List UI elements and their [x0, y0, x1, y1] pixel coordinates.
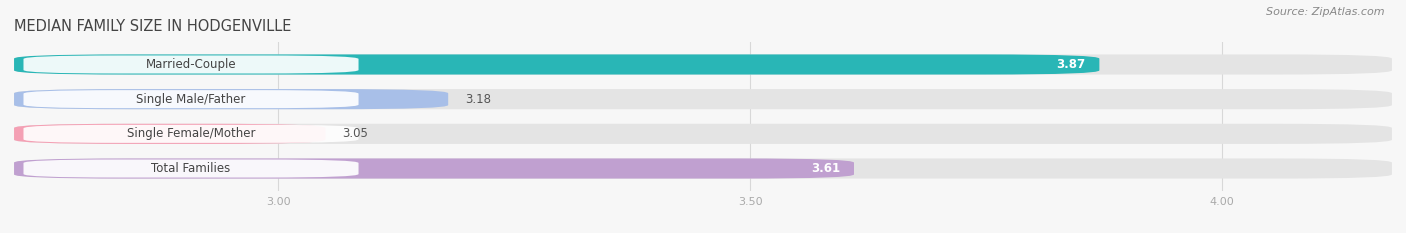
FancyBboxPatch shape	[24, 55, 359, 73]
FancyBboxPatch shape	[14, 89, 1392, 109]
FancyBboxPatch shape	[14, 158, 1392, 178]
Text: Single Female/Mother: Single Female/Mother	[127, 127, 256, 140]
FancyBboxPatch shape	[14, 55, 1099, 75]
FancyBboxPatch shape	[24, 160, 359, 178]
FancyBboxPatch shape	[14, 89, 449, 109]
FancyBboxPatch shape	[14, 55, 1392, 75]
FancyBboxPatch shape	[14, 124, 326, 144]
Text: 3.61: 3.61	[811, 162, 839, 175]
FancyBboxPatch shape	[24, 125, 359, 143]
FancyBboxPatch shape	[24, 90, 359, 108]
FancyBboxPatch shape	[14, 158, 853, 178]
Text: Single Male/Father: Single Male/Father	[136, 93, 246, 106]
Text: Total Families: Total Families	[152, 162, 231, 175]
Text: 3.87: 3.87	[1056, 58, 1085, 71]
Text: 3.18: 3.18	[465, 93, 491, 106]
Text: Source: ZipAtlas.com: Source: ZipAtlas.com	[1267, 7, 1385, 17]
Text: Married-Couple: Married-Couple	[146, 58, 236, 71]
FancyBboxPatch shape	[14, 124, 1392, 144]
Text: MEDIAN FAMILY SIZE IN HODGENVILLE: MEDIAN FAMILY SIZE IN HODGENVILLE	[14, 19, 291, 34]
Text: 3.05: 3.05	[343, 127, 368, 140]
